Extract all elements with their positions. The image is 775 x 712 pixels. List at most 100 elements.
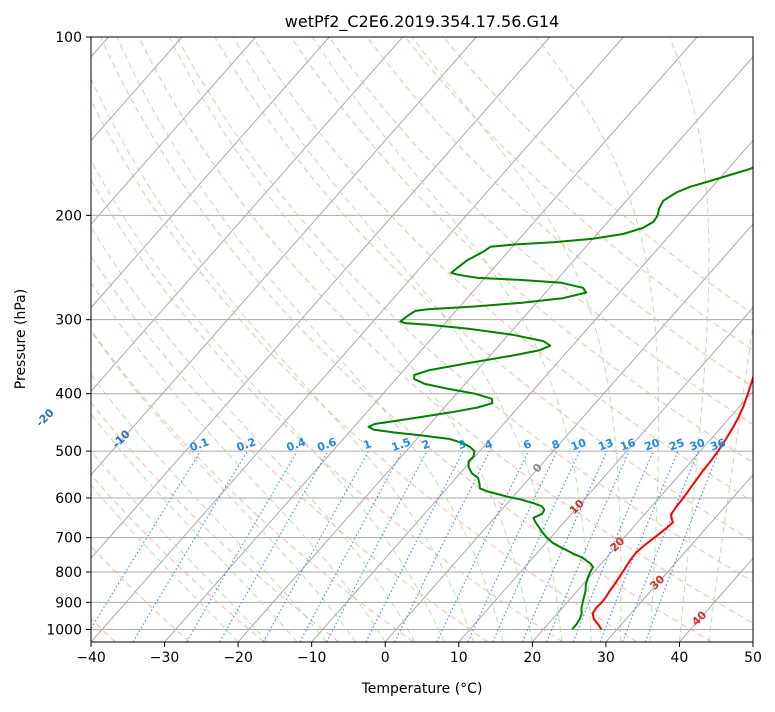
moist-adiabat-line: [91, 450, 268, 642]
x-tick-label: 50: [744, 650, 762, 666]
mixing-ratio-label: 1.5: [390, 435, 413, 454]
y-tick-label: 400: [55, 387, 82, 403]
dry-adiabat-line: [328, 37, 753, 426]
mixing-ratio-label: 25: [667, 436, 686, 453]
dry-adiabat-line: [252, 37, 753, 503]
mixing-ratio-label: 0.2: [235, 435, 258, 454]
mixing-ratio-label: 6: [522, 437, 534, 452]
y-tick-label: 900: [55, 595, 82, 611]
dry-adiabat-line: [91, 178, 563, 642]
background-lines: [91, 37, 753, 642]
mixing-ratio-label: 2: [420, 437, 432, 452]
y-axis-label: Pressure (hPa): [13, 289, 29, 389]
mixing-ratio-label: 30: [688, 436, 707, 454]
mixing-ratio-line: [546, 450, 630, 642]
moist-adiabat-line: [411, 37, 622, 642]
x-tick-label: 40: [671, 650, 689, 666]
moist-adiabat-line: [668, 37, 710, 642]
mixing-ratio-label: 13: [596, 436, 615, 453]
mixing-ratio-line: [365, 450, 464, 642]
mixing-ratio-line: [326, 450, 428, 642]
moist-adiabat-line: [91, 373, 327, 642]
mixing-ratio-line: [572, 450, 654, 642]
dry-adiabat-line: [366, 37, 753, 388]
mixing-ratio-label: 16: [618, 436, 637, 454]
y-tick-label: 200: [55, 208, 82, 224]
moist-adiabat-line: [91, 77, 474, 642]
moist-adiabat-line: [91, 281, 386, 642]
moist-adiabat-line: [91, 225, 416, 642]
moist-adiabat-line: [168, 37, 533, 642]
isotherm-line: [91, 37, 404, 392]
moist-adiabat-line: [91, 330, 357, 642]
dry-adiabat-line: [138, 37, 753, 624]
mixing-ratio-label: 0.6: [316, 435, 339, 454]
x-tick-label: 0: [381, 650, 390, 666]
mixing-ratio-label: 10: [569, 436, 588, 454]
mixing-ratio-label: 8: [550, 437, 562, 452]
y-tick-label: 800: [55, 565, 82, 581]
mixing-ratio-line: [263, 450, 370, 642]
mixing-ratio-label: 36: [709, 436, 728, 454]
x-tick-label: −20: [223, 650, 253, 666]
isotherm-line: [458, 306, 753, 642]
chart-title: wetPf2_C2E6.2019.354.17.56.G14: [285, 12, 559, 32]
moist-adiabat-line: [91, 413, 298, 642]
isotherm-line: [91, 37, 256, 225]
isotherm-line: [91, 37, 551, 560]
dry-adiabat-line: [91, 401, 340, 642]
y-tick-label: 600: [55, 491, 82, 507]
mixing-ratio-label: 20: [643, 436, 662, 454]
dry-adiabat-line: [214, 37, 753, 542]
mixing-ratio-line: [521, 450, 608, 642]
isotherm-line: [91, 37, 624, 642]
isotherm-line: [91, 37, 330, 309]
mixing-ratio-label: 1: [362, 437, 374, 452]
mixing-ratio-label: 4: [483, 437, 495, 452]
x-tick-label: −10: [297, 650, 327, 666]
isotherm-line: [752, 641, 753, 642]
mixing-ratio-label: 0.1: [188, 435, 211, 454]
mixing-ratio-label: 3: [456, 437, 468, 452]
y-tick-label: 300: [55, 313, 82, 329]
isotherm-line: [237, 56, 753, 642]
x-tick-label: 30: [597, 650, 615, 666]
y-tick-label: 500: [55, 444, 82, 460]
dry-adiabat-line: [176, 37, 753, 583]
mixing-ratio-line: [91, 450, 202, 630]
x-tick-label: 10: [450, 650, 468, 666]
isotherm-line: [384, 223, 753, 642]
x-axis-label: Temperature (°C): [361, 681, 483, 697]
axes-layer: −40 −30 −20 −10 0 10 20 30 40 5010020030040050060…: [46, 30, 762, 666]
plot-area: [91, 37, 753, 642]
dry-adiabat-line: [290, 37, 753, 464]
moist-adiabat-line: [535, 37, 660, 642]
series-layer: [367, 166, 753, 631]
theta-label: -20: [33, 406, 56, 429]
isotherm-line: [91, 37, 477, 476]
isotherm-line: [605, 474, 753, 642]
x-tick-label: −40: [76, 650, 106, 666]
dry-adiabat-line: [91, 473, 265, 642]
mixing-ratio-line: [599, 450, 679, 642]
x-tick-label: −30: [150, 650, 180, 666]
dry-adiabat-line: [91, 255, 489, 642]
moist-adiabat-line: [311, 37, 592, 642]
mixing-ratio-line: [219, 450, 329, 642]
mixing-ratio-line: [644, 450, 720, 642]
moist-adiabat-line: [232, 37, 563, 642]
moist-adiabat-line: [708, 321, 753, 642]
isotherm-line: [164, 37, 698, 642]
moist-adiabat-line: [91, 159, 445, 642]
dry-adiabat-line: [91, 545, 191, 642]
temperature-line: [591, 374, 753, 630]
x-tick-label: 20: [523, 650, 541, 666]
mixing-ratio-line: [299, 450, 403, 642]
mixing-ratio-label: 0.4: [285, 435, 308, 454]
y-tick-label: 700: [55, 531, 82, 547]
y-tick-label: 100: [55, 30, 82, 46]
isotherm-line: [531, 390, 753, 642]
moist-adiabat-line: [91, 484, 239, 642]
